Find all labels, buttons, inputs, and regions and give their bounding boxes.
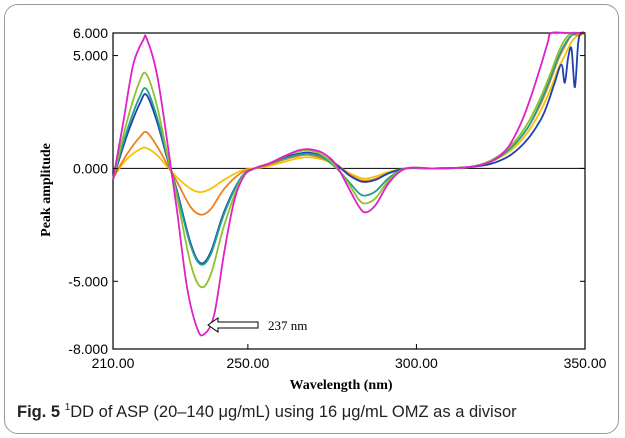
series-line-6 [112, 31, 585, 337]
plot-area [112, 32, 586, 350]
y-tick-label: 0.000 [73, 160, 108, 176]
y-tick-label: -8.000 [68, 341, 108, 357]
x-tick-label: 210.00 [92, 355, 135, 371]
x-tick-label: 250.00 [226, 355, 269, 371]
figure-caption: Fig. 5 1DD of ASP (20–140 μg/mL) using 1… [17, 402, 517, 422]
annotation-label: 237 nm [268, 318, 307, 333]
x-axis-label: Wavelength (nm) [289, 378, 392, 393]
peak-annotation: 237 nm [207, 317, 307, 333]
series-layer [112, 31, 586, 337]
y-tick-label: 5.000 [73, 48, 108, 64]
y-tick-label: -5.000 [68, 273, 108, 289]
figure-frame [4, 4, 619, 434]
x-tick-label: 350.00 [564, 355, 607, 371]
arrow-left-icon [207, 317, 259, 333]
x-tick-label: 300.00 [395, 355, 438, 371]
y-axis-label: Peak amplitude [39, 143, 54, 237]
figure-label: Fig. 5 [17, 403, 61, 421]
caption-superscript: 1 [64, 402, 71, 413]
y-tick-label: 6.000 [73, 25, 108, 41]
caption-text: DD of ASP (20–140 μg/mL) using 16 μg/mL … [70, 403, 517, 421]
series-line-5 [112, 31, 585, 289]
